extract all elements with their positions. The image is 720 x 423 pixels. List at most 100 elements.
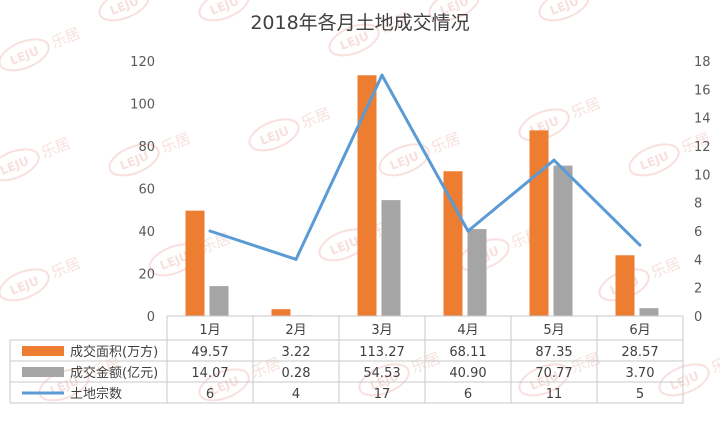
watermark-text: 乐居 xyxy=(709,349,720,377)
line-point xyxy=(466,229,470,233)
category-label: 2月 xyxy=(285,323,306,338)
watermark-text: 乐居 xyxy=(569,94,604,122)
legend-label: 土地宗数 xyxy=(70,386,122,402)
table-cell-value: 11 xyxy=(546,387,563,402)
bar xyxy=(185,210,205,316)
y-right-tick-label: 6 xyxy=(694,225,702,240)
bar xyxy=(467,229,487,316)
table-cell-value: 113.27 xyxy=(359,345,405,360)
bar xyxy=(553,165,573,316)
line-point xyxy=(552,158,556,162)
watermark-ring xyxy=(0,38,50,72)
line-point xyxy=(294,257,298,261)
watermark-text: 乐居 xyxy=(249,354,284,382)
bar xyxy=(615,255,635,316)
line-point xyxy=(638,243,642,247)
y-left-tick-label: 80 xyxy=(138,140,155,155)
table-cell-value: 14.07 xyxy=(191,366,228,381)
table-cell-value: 17 xyxy=(374,387,391,402)
y-left-tick-label: 100 xyxy=(130,98,155,113)
watermark-text: 乐居 xyxy=(299,104,334,132)
y-left-tick-label: 60 xyxy=(138,183,155,198)
y-left-tick-label: 40 xyxy=(138,225,155,240)
watermark-text: 乐居 xyxy=(429,129,464,157)
line-point xyxy=(380,73,384,77)
y-right-tick-label: 4 xyxy=(694,253,702,268)
bars xyxy=(185,75,659,317)
watermark-text: 乐居 xyxy=(159,129,194,157)
table-cell-value: 5 xyxy=(636,387,644,402)
watermark-ring xyxy=(518,363,570,397)
bar xyxy=(529,130,549,316)
line-series xyxy=(208,73,642,261)
table-cell-value: 54.53 xyxy=(363,366,400,381)
watermark-ring xyxy=(518,108,570,142)
watermark-text: 乐居 xyxy=(569,349,604,377)
y-right-tick-label: 10 xyxy=(694,168,711,183)
watermark-text: 乐居 xyxy=(149,0,184,2)
watermark-logo: LEJU 乐居 xyxy=(98,0,184,22)
table-cell-value: 70.77 xyxy=(535,366,572,381)
chart-title: 2018年各月土地成交情况 xyxy=(250,12,469,34)
table-cell-value: 49.57 xyxy=(191,345,228,360)
bar xyxy=(357,75,377,317)
table-cell-value: 3.70 xyxy=(626,366,655,381)
bar xyxy=(443,171,463,316)
bar xyxy=(209,286,229,316)
y-right-tick-label: 2 xyxy=(694,282,702,297)
watermark-ring xyxy=(0,148,40,182)
series-line xyxy=(209,73,642,261)
watermark-logo-text: LEJU xyxy=(108,0,141,18)
y-right-tick-label: 8 xyxy=(694,197,702,212)
bar xyxy=(271,309,291,316)
watermark-text: 乐居 xyxy=(409,349,444,377)
watermark-ring xyxy=(248,118,300,152)
watermark-text: 乐居 xyxy=(49,254,84,282)
table-cell-value: 4 xyxy=(292,387,300,402)
watermark-ring xyxy=(358,363,410,397)
y-left-tick-label: 20 xyxy=(138,268,155,283)
bar xyxy=(639,308,659,316)
table-cell-value: 87.35 xyxy=(535,345,572,360)
watermark-text: 乐居 xyxy=(39,134,74,162)
watermark-ring xyxy=(198,368,250,402)
table-cell-value: 28.57 xyxy=(621,345,658,360)
watermark-ring xyxy=(98,0,150,22)
line-point xyxy=(208,229,212,233)
y-right-tick-label: 0 xyxy=(694,310,702,325)
watermark-ring xyxy=(538,0,590,22)
legend-swatch xyxy=(22,367,64,377)
watermark-text: 乐居 xyxy=(49,24,84,52)
table-cell-value: 40.90 xyxy=(449,366,486,381)
watermark-ring xyxy=(0,268,50,302)
watermark-text: 乐居 xyxy=(249,0,284,2)
legend-swatch xyxy=(22,346,64,356)
watermark-text: 乐居 xyxy=(479,0,514,2)
watermark-ring xyxy=(328,23,380,57)
watermark-ring xyxy=(428,0,480,22)
y-right-tick-label: 18 xyxy=(694,55,711,70)
category-label: 3月 xyxy=(371,323,392,338)
watermark-logo-text: LEJU xyxy=(208,0,241,18)
watermark-logo-text: LEJU xyxy=(548,0,581,18)
table-cell-value: 68.11 xyxy=(449,345,486,360)
watermark-ring xyxy=(108,143,160,177)
bar xyxy=(381,200,401,316)
watermark-ring xyxy=(378,143,430,177)
table-cell-value: 0.28 xyxy=(282,366,311,381)
table-cell-value: 6 xyxy=(464,387,472,402)
legend-label: 成交金额(亿元) xyxy=(70,365,158,381)
legend-label: 成交面积(万方) xyxy=(70,344,158,360)
y-right-tick-label: 12 xyxy=(694,140,711,155)
category-label: 6月 xyxy=(629,323,650,338)
